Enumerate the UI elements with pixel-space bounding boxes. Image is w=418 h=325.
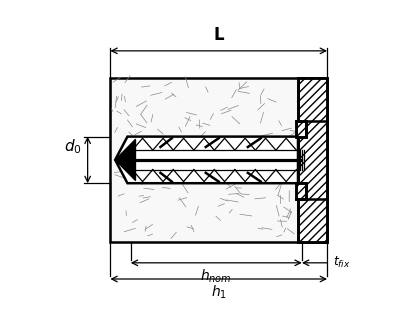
Bar xyxy=(110,78,327,242)
Bar xyxy=(298,78,327,242)
Bar xyxy=(296,183,306,199)
Bar xyxy=(296,121,306,136)
Polygon shape xyxy=(115,139,135,181)
Bar xyxy=(298,78,327,242)
Text: $h_1$: $h_1$ xyxy=(211,284,227,301)
Text: L: L xyxy=(214,26,224,44)
Bar xyxy=(296,121,306,136)
Text: $d_0$: $d_0$ xyxy=(64,137,82,156)
Text: $t_{fix}$: $t_{fix}$ xyxy=(333,255,351,270)
Text: $h_{nom}$: $h_{nom}$ xyxy=(200,268,232,285)
Bar xyxy=(296,183,306,199)
Polygon shape xyxy=(115,136,298,183)
